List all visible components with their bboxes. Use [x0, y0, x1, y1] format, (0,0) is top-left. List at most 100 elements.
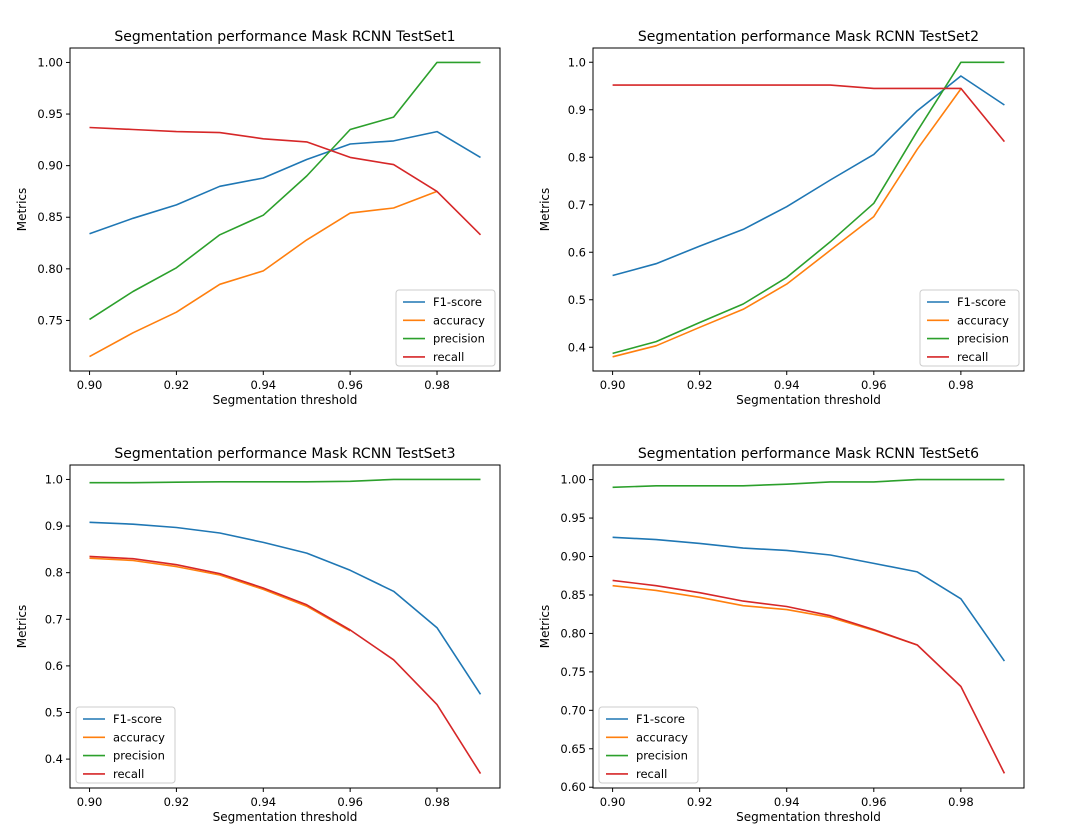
x-tick-label: 0.90 [600, 795, 626, 809]
legend-label: precision [433, 332, 485, 346]
y-tick-label: 0.4 [568, 340, 586, 354]
x-axis-label: Segmentation threshold [736, 810, 881, 824]
chart-panel-1: Segmentation performance Mask RCNN TestS… [15, 29, 501, 407]
x-tick-label: 0.90 [600, 378, 626, 392]
y-axis-label: Metrics [538, 605, 552, 649]
x-tick-label: 0.98 [424, 378, 450, 392]
series-line-accuracy [612, 584, 918, 646]
legend-box [75, 706, 176, 784]
legend-label: F1-score [433, 295, 482, 309]
series-line-accuracy [612, 88, 962, 358]
y-axis-label: Metrics [15, 605, 29, 649]
legend: F1-score accuracy precision recall [75, 706, 176, 784]
legend-label: accuracy [636, 730, 688, 744]
x-tick-label: 0.96 [861, 378, 887, 392]
legend-label: F1-score [957, 295, 1006, 309]
legend: F1-score accuracy precision recall [919, 289, 1020, 367]
y-tick-label: 0.85 [37, 210, 63, 224]
chart-panel-2: Segmentation performance Mask RCNN TestS… [538, 29, 1025, 407]
legend-label: recall [113, 767, 144, 781]
plot-frame [592, 464, 1025, 789]
x-tick-label: 0.94 [250, 795, 276, 809]
y-tick-label: 0.65 [560, 742, 586, 756]
y-tick-label: 1.00 [560, 473, 586, 487]
plot-frame [69, 464, 501, 789]
series-line-precision [89, 61, 481, 321]
x-tick-label: 0.92 [164, 378, 190, 392]
legend-label: accuracy [957, 313, 1009, 327]
series-line-accuracy [89, 557, 351, 632]
chart-title: Segmentation performance Mask RCNN TestS… [638, 446, 979, 462]
y-tick-label: 0.90 [560, 550, 586, 564]
legend-label: accuracy [433, 313, 485, 327]
y-tick-label: 0.75 [560, 665, 586, 679]
plot-frame [69, 47, 501, 372]
legend: F1-score accuracy precision recall [395, 289, 496, 367]
legend-box [395, 289, 496, 367]
y-tick-label: 0.6 [568, 245, 586, 259]
y-tick-label: 0.90 [37, 159, 63, 173]
y-tick-label: 0.5 [568, 293, 586, 307]
x-axis-label: Segmentation threshold [213, 393, 358, 407]
x-tick-label: 0.90 [77, 795, 103, 809]
legend-box [598, 706, 699, 784]
y-tick-label: 0.75 [37, 313, 63, 327]
series-line-recall [612, 84, 1006, 143]
x-tick-label: 0.94 [774, 795, 800, 809]
legend: F1-score accuracy precision recall [598, 706, 699, 784]
x-tick-label: 0.96 [337, 378, 363, 392]
y-tick-label: 0.9 [568, 103, 586, 117]
series-group [89, 61, 482, 358]
y-axis-label: Metrics [15, 188, 29, 232]
legend-label: F1-score [636, 712, 685, 726]
x-tick-label: 0.92 [687, 378, 713, 392]
x-tick-label: 0.94 [774, 378, 800, 392]
series-line-recall [89, 555, 482, 775]
series-group [612, 478, 1006, 774]
series-line-f1-score [612, 536, 1006, 662]
y-tick-label: 0.80 [560, 626, 586, 640]
x-axis-label: Segmentation threshold [736, 393, 881, 407]
y-tick-label: 0.7 [568, 198, 586, 212]
y-tick-label: 0.9 [45, 519, 63, 533]
y-tick-label: 0.4 [45, 752, 63, 766]
x-tick-label: 0.94 [250, 378, 276, 392]
y-tick-label: 0.95 [560, 511, 586, 525]
chart-title: Segmentation performance Mask RCNN TestS… [114, 446, 455, 462]
chart-panel-4: Segmentation performance Mask RCNN TestS… [538, 446, 1025, 824]
series-line-precision [89, 478, 481, 484]
x-tick-label: 0.92 [164, 795, 190, 809]
y-tick-label: 0.7 [45, 612, 63, 626]
plot-frame [592, 47, 1025, 372]
series-group [89, 478, 482, 775]
y-tick-label: 0.70 [560, 703, 586, 717]
x-tick-label: 0.98 [948, 795, 974, 809]
legend-label: recall [636, 767, 667, 781]
legend-label: recall [433, 350, 464, 364]
x-tick-label: 0.96 [861, 795, 887, 809]
y-tick-label: 0.8 [45, 566, 63, 580]
y-tick-label: 0.8 [568, 150, 586, 164]
y-tick-label: 1.0 [568, 55, 586, 69]
x-tick-label: 0.96 [337, 795, 363, 809]
y-tick-label: 0.5 [45, 705, 63, 719]
series-line-recall [89, 126, 482, 236]
chart-title: Segmentation performance Mask RCNN TestS… [638, 29, 979, 45]
series-line-recall [612, 579, 1006, 774]
chart-title: Segmentation performance Mask RCNN TestS… [114, 29, 455, 45]
x-tick-label: 0.98 [424, 795, 450, 809]
series-line-f1-score [612, 75, 1005, 277]
x-tick-label: 0.98 [948, 378, 974, 392]
x-tick-label: 0.92 [687, 795, 713, 809]
legend-label: precision [636, 749, 688, 763]
y-tick-label: 0.6 [45, 659, 63, 673]
y-tick-label: 0.60 [560, 780, 586, 794]
y-tick-label: 1.0 [45, 472, 63, 486]
legend-label: F1-score [113, 712, 162, 726]
series-group [612, 61, 1006, 358]
series-line-f1-score [89, 521, 482, 695]
y-tick-label: 1.00 [37, 55, 63, 69]
chart-panel-3: Segmentation performance Mask RCNN TestS… [15, 446, 501, 824]
series-line-accuracy [89, 190, 438, 358]
